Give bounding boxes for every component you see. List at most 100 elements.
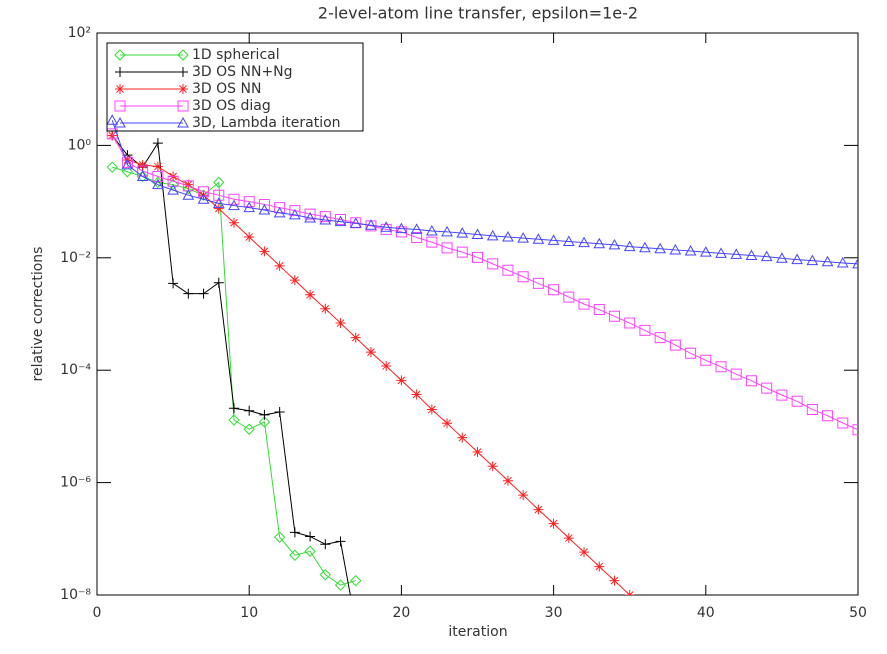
marker <box>699 246 712 257</box>
marker <box>822 410 834 422</box>
marker <box>579 547 590 558</box>
marker <box>836 256 849 268</box>
legend-label: 3D OS NN <box>192 81 261 97</box>
marker <box>441 225 453 237</box>
y-tick-label: 10⁻² <box>60 250 91 266</box>
marker <box>517 232 530 243</box>
marker <box>167 184 179 195</box>
marker <box>243 423 255 435</box>
marker <box>289 527 300 538</box>
y-tick-label: 10² <box>68 25 91 41</box>
marker <box>182 180 194 192</box>
marker <box>198 288 209 299</box>
marker <box>517 271 529 283</box>
legend-label: 3D OS diag <box>192 98 271 114</box>
marker <box>137 159 148 170</box>
marker <box>563 533 574 544</box>
y-tick-label: 10⁻⁸ <box>60 587 91 603</box>
marker <box>319 568 332 581</box>
legend-box <box>106 42 364 132</box>
x-axis-label: iteration <box>448 624 507 640</box>
marker <box>411 231 423 243</box>
marker <box>791 395 803 407</box>
marker <box>441 242 453 254</box>
marker <box>502 475 513 486</box>
marker <box>578 298 590 310</box>
marker <box>608 310 620 322</box>
marker <box>487 461 498 472</box>
marker <box>715 247 727 258</box>
marker <box>548 518 559 529</box>
marker <box>114 49 126 61</box>
marker <box>700 354 712 366</box>
marker <box>623 240 636 252</box>
marker <box>274 407 285 418</box>
marker <box>562 235 575 246</box>
marker <box>395 222 408 234</box>
marker <box>624 317 636 329</box>
marker <box>533 504 544 515</box>
marker <box>852 257 858 269</box>
marker <box>213 277 224 288</box>
marker <box>350 332 361 343</box>
marker <box>177 100 189 112</box>
marker <box>167 175 179 187</box>
legend-label: 3D OS NN+Ng <box>192 64 293 80</box>
marker <box>152 178 164 190</box>
marker <box>320 303 331 314</box>
marker <box>806 403 818 415</box>
marker <box>594 561 605 572</box>
marker <box>776 389 788 401</box>
marker <box>212 197 225 208</box>
marker <box>547 234 560 245</box>
marker <box>654 242 666 254</box>
marker <box>152 161 163 172</box>
marker <box>334 215 347 227</box>
y-tick-label: 10⁻⁴ <box>60 362 91 378</box>
marker <box>115 67 125 77</box>
marker <box>365 347 376 358</box>
legend-label: 1D spherical <box>192 47 280 63</box>
marker <box>289 208 301 220</box>
marker <box>502 231 514 242</box>
marker <box>425 224 438 236</box>
marker <box>304 545 316 557</box>
marker <box>654 332 666 344</box>
series-line <box>112 166 356 586</box>
marker <box>410 223 423 234</box>
marker <box>486 229 499 241</box>
marker <box>350 574 362 587</box>
marker <box>198 186 210 198</box>
marker <box>243 201 256 213</box>
marker <box>730 248 743 259</box>
marker <box>365 220 377 232</box>
marker <box>136 170 149 183</box>
marker <box>593 304 605 316</box>
plot-frame <box>96 32 859 596</box>
marker <box>177 49 189 61</box>
marker <box>244 405 255 416</box>
marker <box>259 246 270 257</box>
marker <box>319 213 332 225</box>
marker <box>213 176 225 189</box>
marker <box>380 221 393 232</box>
marker <box>177 116 189 128</box>
marker <box>244 232 255 243</box>
x-tick-label: 50 <box>849 605 867 621</box>
marker <box>442 418 453 429</box>
marker <box>106 114 119 125</box>
marker <box>197 193 210 204</box>
marker <box>335 536 346 547</box>
marker <box>274 260 285 271</box>
marker <box>121 156 133 168</box>
marker <box>426 404 437 415</box>
marker <box>289 275 300 286</box>
marker <box>684 244 697 256</box>
marker <box>365 219 377 230</box>
marker <box>639 324 651 336</box>
marker <box>532 277 544 289</box>
marker <box>121 166 134 178</box>
marker <box>472 251 483 263</box>
marker <box>259 409 270 420</box>
marker <box>168 278 179 289</box>
